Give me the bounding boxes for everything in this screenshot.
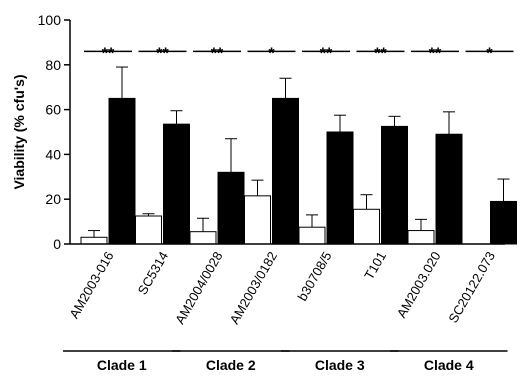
bar [217,171,245,245]
bar [189,231,217,245]
x-axis: AM2003-016 SC5314 AM2004/0028 AM2003/0182 b3… [66,243,505,327]
bar [272,97,299,245]
x-tick-label: SC20122.073 [445,249,498,325]
clade-label: Clade 3 [315,357,365,373]
x-tick-label: SC5314 [135,249,171,297]
bar [135,215,162,245]
significance-marker: ** [102,45,115,62]
clade-groups-layer: Clade 1 Clade 2 Clade 3 Clade 4 [63,350,508,373]
significance-marker: ** [320,45,333,62]
x-tick-label: b30708/5 [294,249,334,303]
bars-layer [80,66,517,245]
clade-label: Clade 4 [424,357,474,373]
significance-marker: ** [429,45,442,62]
x-tick-label: AM2004/0028 [172,249,225,327]
y-tick-label: 20 [45,191,61,207]
y-tick-label: 0 [53,236,61,252]
bar [435,133,463,245]
y-axis: 0 20 40 60 80 100 [38,12,71,252]
bar [381,125,408,245]
significance-marker: * [268,45,275,62]
y-axis-title: Viability (% cfu's) [11,74,27,189]
significance-marker: * [486,45,493,62]
significance-layer: ** ** ** * ** ** ** * [84,45,514,62]
significance-marker: ** [156,45,169,62]
y-axis-title-group: Viability (% cfu's) [11,74,27,189]
significance-marker: ** [374,45,387,62]
x-tick-label: T101 [361,249,389,282]
bar [298,226,326,245]
x-tick-label: AM2003.020 [394,249,444,320]
bar [244,195,271,245]
bar [490,200,517,245]
significance-marker: ** [211,45,224,62]
bar [407,230,435,245]
clade-label: Clade 1 [97,357,147,373]
y-tick-label: 40 [45,146,61,162]
bar [353,208,380,245]
x-tick-label: AM2003-016 [66,249,116,321]
y-tick-label: 80 [45,57,61,73]
y-tick-label: 60 [45,102,61,118]
y-tick-label: 100 [38,12,62,28]
bar [108,97,136,245]
clade-label: Clade 2 [206,357,256,373]
bar [326,131,354,245]
bar [80,236,108,245]
bar [163,123,190,245]
x-tick-label: AM2003/0182 [227,249,280,327]
